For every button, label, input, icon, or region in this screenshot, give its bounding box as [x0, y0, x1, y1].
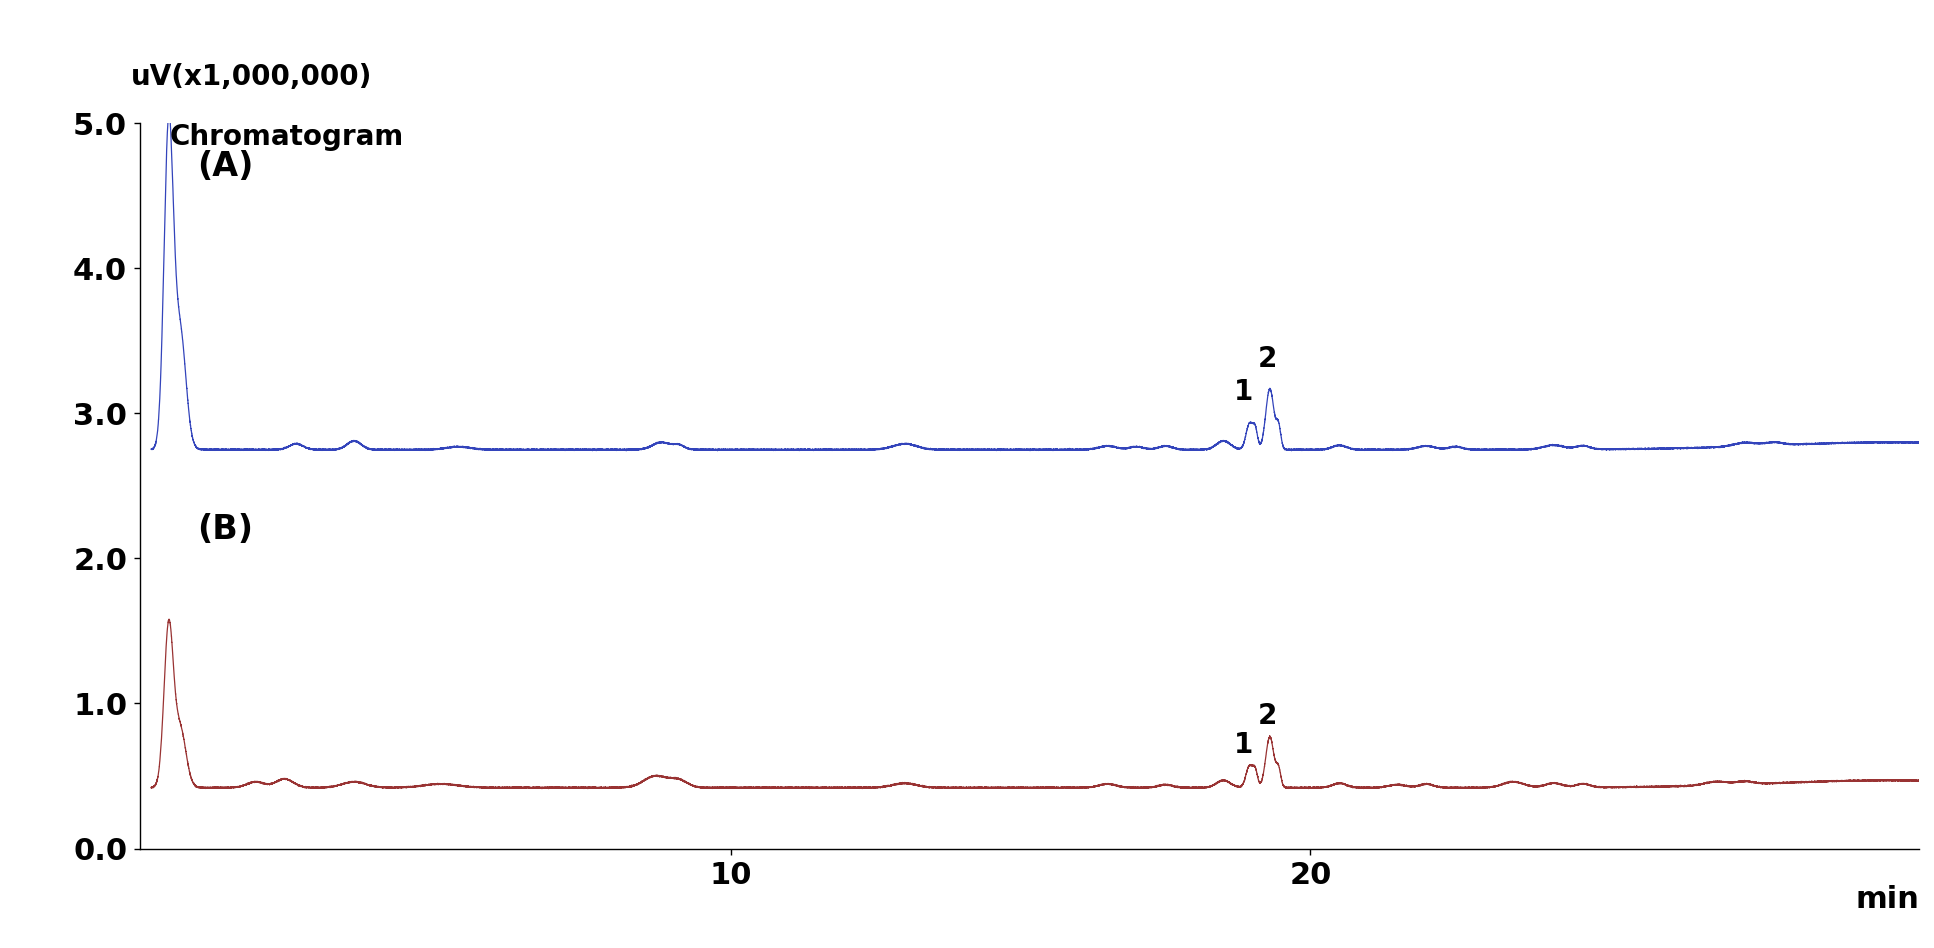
Text: Chromatogram: Chromatogram	[170, 123, 404, 152]
Text: min: min	[1855, 884, 1919, 914]
Text: 1: 1	[1234, 378, 1253, 406]
Text: (B): (B)	[197, 513, 253, 546]
Text: uV(x1,000,000): uV(x1,000,000)	[132, 63, 371, 91]
Text: 2: 2	[1257, 345, 1276, 373]
Text: 2: 2	[1257, 702, 1276, 730]
Text: 1: 1	[1234, 731, 1253, 758]
Text: (A): (A)	[197, 151, 253, 183]
